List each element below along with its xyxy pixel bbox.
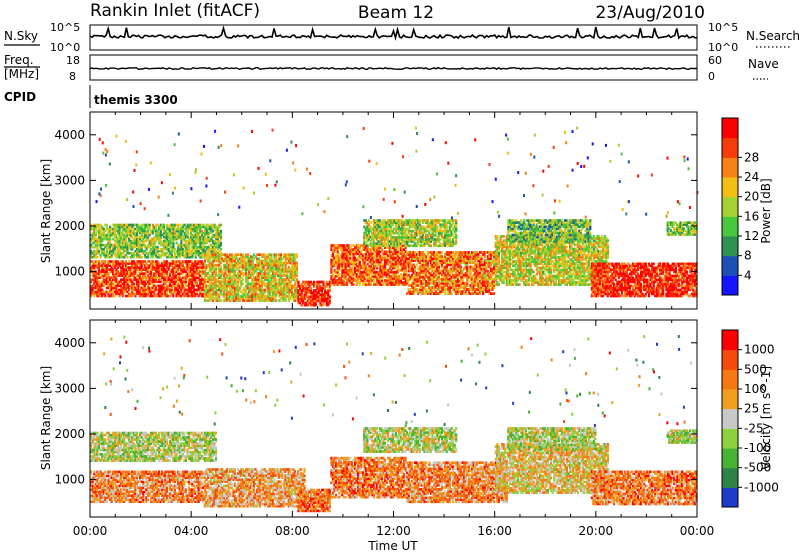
freq-tick-top: 18 [66, 54, 80, 67]
power-cell [310, 287, 312, 290]
freq-label: Freq. [4, 53, 34, 67]
power-cell [106, 224, 108, 227]
power-cell [204, 253, 206, 256]
power-cell [220, 224, 222, 227]
power-cell [329, 295, 331, 298]
power-cell [133, 283, 135, 286]
power-cell [370, 221, 372, 224]
power-cell [322, 281, 324, 284]
power-cell [296, 253, 298, 256]
power-cell [270, 253, 272, 256]
power-cell [126, 256, 128, 259]
power-cell [275, 299, 277, 302]
station-title: Rankin Inlet (fitACF) [90, 1, 260, 21]
power-cell [247, 253, 249, 256]
power-cell [242, 283, 244, 286]
power-cell [104, 260, 106, 263]
nsky-trace [90, 27, 697, 38]
nsky-panel: N.Sky 10^5 10^0 10^5 10^0 N.Search [4, 21, 800, 54]
nave-tick-top: 60 [708, 54, 722, 67]
power-cell [338, 273, 340, 276]
nsearch-tick-bottom: 10^0 [708, 41, 738, 54]
cpid-value: themis 3300 [94, 93, 178, 107]
beam-title: Beam 12 [358, 3, 434, 23]
power-cell [96, 256, 98, 259]
power-cell [455, 219, 457, 222]
power-data [90, 127, 698, 307]
nsky-tick-bottom: 10^0 [50, 41, 80, 54]
nsky-label: N.Sky [4, 29, 38, 43]
power-cell [149, 224, 151, 227]
power-cell [436, 226, 438, 229]
power-cell [430, 244, 432, 247]
freq-panel: Freq. [MHz] 18 8 60 0 Nave [4, 53, 779, 83]
power-cell [296, 262, 298, 265]
power-cell [163, 224, 165, 227]
date-title: 23/Aug/2010 [595, 3, 705, 23]
nsearch-tick-top: 10^5 [708, 21, 738, 34]
power-cell [220, 230, 222, 233]
power-cell [275, 278, 277, 281]
power-cell [359, 261, 361, 264]
power-cell [296, 278, 298, 281]
nave-tick-bottom: 0 [708, 70, 715, 83]
freq-tick-bottom: 8 [69, 70, 76, 83]
power-cell [455, 234, 457, 237]
power-cell [220, 266, 222, 269]
power-cell [220, 299, 222, 302]
power-cell [280, 253, 282, 256]
power-cell [242, 278, 244, 281]
cpid-label: CPID [4, 90, 36, 104]
nave-label: Nave [748, 57, 779, 71]
nsky-tick-top: 10^5 [50, 21, 80, 34]
power-cell [157, 246, 159, 249]
freq-unit: [MHz] [4, 67, 39, 81]
power-cell [220, 242, 222, 245]
freq-trace [90, 68, 697, 70]
power-cell [297, 281, 299, 284]
nsearch-label: N.Search [746, 29, 800, 43]
power-cell [141, 256, 143, 259]
power-cell [352, 283, 354, 286]
cpid-panel: CPID themis 3300 [4, 85, 178, 108]
power-cell [220, 248, 222, 251]
